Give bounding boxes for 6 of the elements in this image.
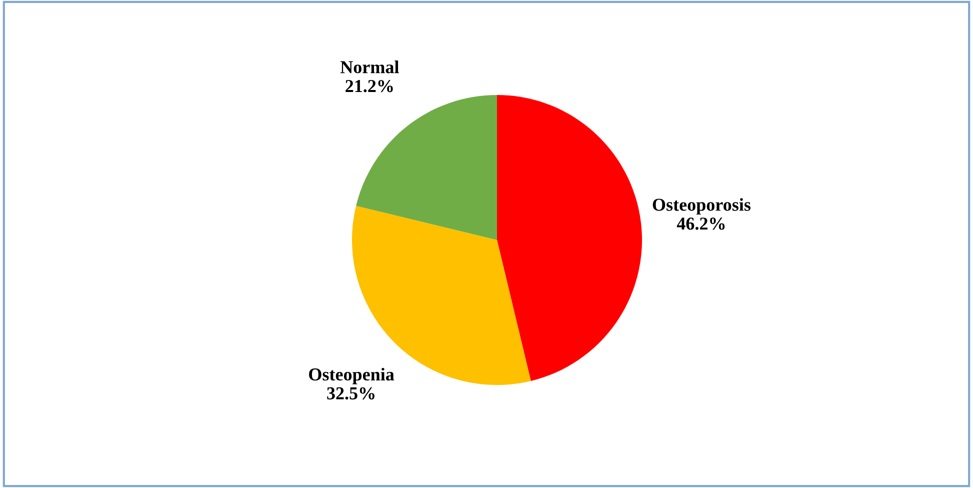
data-label: 32.5% [327, 387, 374, 400]
data-label: 21.2% [346, 80, 393, 92]
slice-label: Osteopenia [309, 368, 394, 384]
slice-label: Osteoporosis [652, 198, 751, 215]
data-label: 46.2% [676, 218, 725, 230]
slice-label: Normal [340, 60, 399, 74]
